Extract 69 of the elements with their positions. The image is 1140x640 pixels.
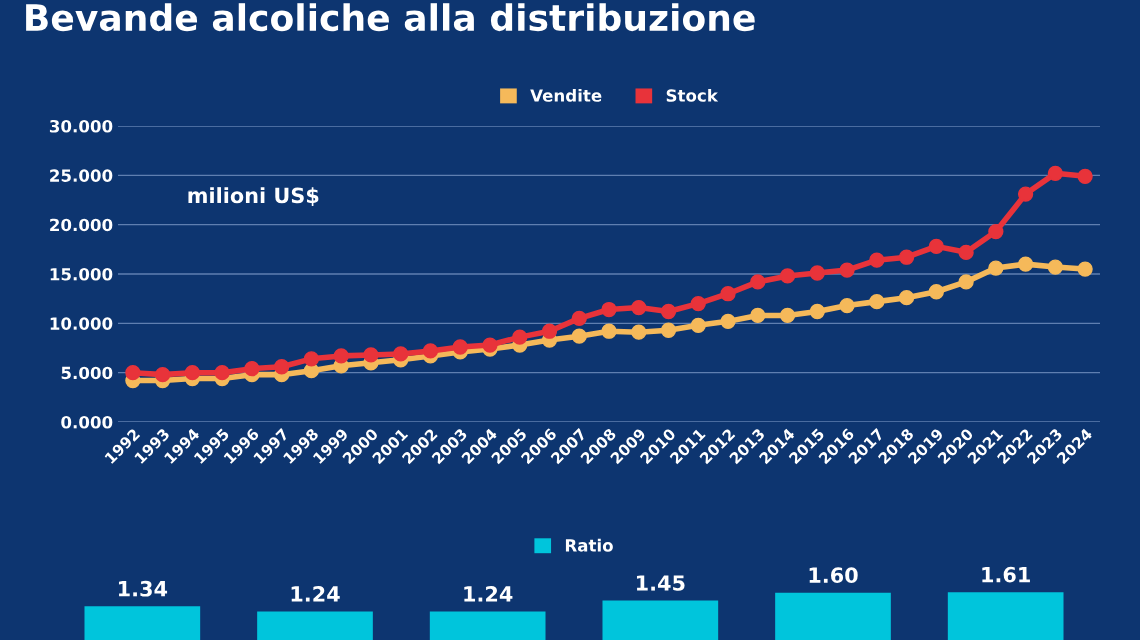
- point: [482, 337, 498, 353]
- point: [631, 299, 647, 316]
- point: [869, 293, 885, 310]
- point: [1017, 186, 1034, 202]
- point: [631, 324, 647, 340]
- point: [154, 367, 171, 383]
- point: [393, 346, 409, 362]
- data-label: 1.45: [636, 575, 685, 591]
- point: [1077, 261, 1093, 277]
- data-label: 1.61: [982, 566, 1030, 583]
- y-tick-label: 5.000: [61, 366, 113, 380]
- point: [363, 347, 379, 363]
- point: [958, 244, 974, 260]
- point: [571, 328, 587, 344]
- point: [125, 365, 141, 381]
- data-label: 1.34: [118, 580, 168, 597]
- legend-label: Stock: [666, 88, 719, 102]
- point: [720, 313, 736, 329]
- y-tick-label: 20.000: [50, 218, 113, 232]
- point: [898, 290, 915, 306]
- point: [928, 284, 944, 300]
- point: [303, 351, 320, 367]
- y-tick-label: 0.000: [61, 415, 113, 429]
- data-label: 1.24: [291, 586, 340, 602]
- point: [452, 339, 468, 355]
- point: [1047, 165, 1064, 181]
- point: [660, 303, 677, 320]
- point: [869, 252, 885, 268]
- data-label: 1.24: [464, 586, 513, 602]
- point: [720, 286, 736, 302]
- y-tick-label: 25.000: [50, 169, 113, 182]
- point: [541, 323, 558, 339]
- point: [750, 307, 766, 324]
- point: [750, 274, 766, 290]
- point: [333, 348, 349, 364]
- point: [512, 329, 528, 345]
- point: [422, 343, 439, 359]
- point: [214, 365, 230, 381]
- point: [1077, 168, 1093, 184]
- point: [779, 307, 796, 324]
- point: [244, 361, 260, 377]
- point: [958, 274, 974, 290]
- point: [690, 317, 706, 333]
- point: [660, 322, 677, 338]
- y-tick-label: 10.000: [50, 317, 113, 330]
- point: [839, 297, 855, 314]
- y-tick-label: 30.000: [49, 119, 113, 133]
- legend-label: Ratio: [565, 538, 613, 552]
- data-label: 1.60: [809, 567, 858, 584]
- y-tick-label: 15.000: [50, 267, 113, 281]
- point: [274, 359, 290, 375]
- chart-title: Bevande alcoliche alla distribuzione: [26, 3, 755, 32]
- point: [988, 260, 1004, 276]
- point: [809, 303, 825, 320]
- point: [571, 310, 587, 327]
- point: [184, 365, 201, 381]
- point: [690, 295, 706, 312]
- point: [809, 265, 825, 281]
- legend-label: Vendite: [530, 88, 602, 102]
- point: [779, 268, 796, 284]
- point: [928, 238, 944, 255]
- point: [839, 262, 855, 278]
- point: [898, 249, 915, 265]
- point: [988, 223, 1004, 240]
- point: [1047, 259, 1064, 275]
- point: [1017, 256, 1034, 272]
- annotation: milioni US$: [188, 187, 319, 207]
- point: [601, 323, 617, 339]
- point: [601, 301, 617, 318]
